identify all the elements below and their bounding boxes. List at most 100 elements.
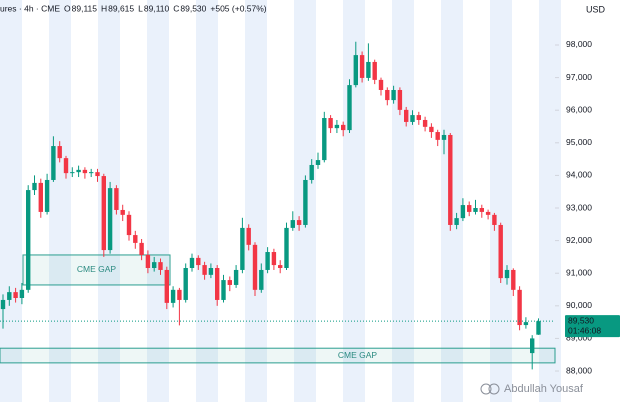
candle-body [265,252,270,270]
candle-body [107,188,113,251]
last-price-label: 89,530 [568,315,594,325]
candle-body [416,115,421,120]
candle-body [341,124,346,131]
candle-body [57,146,62,159]
candle-body [183,268,188,300]
candle-body [359,55,365,78]
watermark: Abdullah Yousaf [504,383,584,395]
session-band [245,0,267,402]
currency: USD [586,4,606,14]
y-tick-label: 94,000 [566,170,592,180]
session-band [490,0,512,402]
y-tick-label: 98,000 [566,39,592,49]
candle-body [284,227,289,268]
candle-body [296,220,302,225]
candle-body [271,252,277,266]
ohlc-key: C [173,3,179,13]
ohlc-value: 89,110 [144,3,170,13]
candle-body [246,227,251,245]
session-band [392,0,414,402]
candle-body [422,119,428,127]
candle-body [378,79,384,90]
candle-body [429,126,434,133]
candle-body [0,299,6,310]
candle-body [309,164,314,180]
plot: CME GAP CME GAP [0,41,556,370]
y-tick-label: 92,000 [566,235,592,245]
candle-body [177,289,182,300]
candle-body [372,61,377,80]
candle-body [120,209,125,215]
gap-box [22,254,171,286]
candle-body [322,118,327,161]
y-tick-label: 90,000 [566,300,592,310]
change: +505 (+0.57%) [210,3,266,13]
candle-body [353,55,358,86]
session-band [49,0,71,402]
candle-body [511,269,516,290]
candle-body [303,179,308,225]
y-tick-label: 88,000 [566,365,592,375]
candle-body [227,280,232,285]
y-tick-label: 93,000 [566,202,592,212]
candle-body [164,269,169,303]
candle-body [473,208,478,212]
candle-body [404,109,409,122]
symbol: ures · 4h · CME [0,3,60,13]
candle-body [202,265,207,275]
candle-body [240,227,245,270]
candle-body [51,146,56,180]
candle-body [441,134,447,140]
candle-body [133,235,138,243]
ohlc-value: 89,115 [72,3,98,13]
ohlc-key: H [101,3,107,13]
candle-body [114,188,119,210]
y-tick-label: 96,000 [566,104,592,114]
candle-body [63,158,69,174]
candle-body [70,172,75,174]
candle-body [460,205,466,219]
ohlc-key: L [138,3,143,13]
candle-body [32,182,37,191]
candle-body [485,211,491,215]
last-price-box [565,315,620,338]
candle-body [13,292,18,298]
candle-body [536,321,541,335]
candle-body [189,257,195,268]
y-tick-label: 95,000 [566,137,592,147]
candle-body [101,176,106,251]
candle-body [215,268,220,300]
countdown: 01:46:08 [568,325,601,335]
candle-body [492,214,497,225]
candle-body [44,179,50,212]
candle-body [290,220,295,228]
candle-body [19,289,25,298]
session-bands [0,0,561,402]
candle-body [385,89,390,101]
candle-body [391,89,396,101]
candle-body [38,182,43,212]
candle-body [530,338,535,354]
candle-body [448,134,453,225]
candle-body [139,242,144,255]
session-band [0,0,22,402]
candle-body [517,289,522,326]
candle-body [328,118,333,129]
candle-body [479,208,484,212]
candle-body [233,269,239,285]
candle-body [26,190,31,290]
candle-body [95,172,100,177]
candle-body [259,269,264,290]
candle-body [498,224,503,279]
candle-body [221,280,226,300]
candle-body [504,269,510,279]
candle-body [196,257,201,266]
ohlc-key: O [64,3,71,13]
candle-body [170,289,176,303]
session-band [196,0,218,402]
candle-body [467,205,472,212]
y-tick-label: 89,000 [566,333,592,343]
candle-body [152,262,157,268]
candle-body [366,61,371,78]
candle-body [435,132,440,140]
